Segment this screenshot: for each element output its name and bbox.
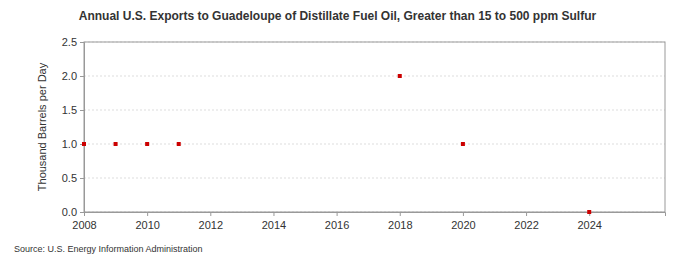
x-tick-label: 2020 xyxy=(451,219,475,231)
x-axis-line xyxy=(85,213,666,217)
y-tick-mark xyxy=(80,178,84,179)
x-tick: 2022 xyxy=(514,212,538,231)
y-tick-mark xyxy=(80,212,84,213)
grid-line xyxy=(84,144,665,145)
point xyxy=(461,142,465,146)
x-tick-mark xyxy=(337,212,338,216)
point xyxy=(82,142,86,146)
y-tick-mark xyxy=(80,42,84,43)
y-tick-label: 0.5 xyxy=(62,172,77,184)
y-axis: 0.0 0.5 1.0 1.5 2.0 2.5 xyxy=(62,36,85,218)
x-tick-mark xyxy=(400,212,401,216)
y-tick: 0.5 xyxy=(62,172,84,184)
x-axis: 2008 2010 2012 2014 2016 2018 2020 2022 2024 xyxy=(72,212,665,231)
point xyxy=(114,142,118,146)
x-tick-label: 2016 xyxy=(325,219,349,231)
y-tick-mark xyxy=(80,76,84,77)
x-tick-mark xyxy=(463,212,464,216)
x-tick-label: 2012 xyxy=(199,219,223,231)
grid xyxy=(84,42,665,212)
y-axis-line xyxy=(80,43,85,213)
x-tick-mark xyxy=(273,212,274,216)
point xyxy=(177,142,181,146)
grid-line xyxy=(84,76,665,77)
x-tick-mark xyxy=(526,212,527,216)
x-tick: 2024 xyxy=(577,212,601,231)
y-tick-label: 1.0 xyxy=(62,138,77,150)
y-tick: 0.0 xyxy=(62,206,84,218)
chart: 2008201020122014201620182020202220240.00… xyxy=(0,0,675,275)
grid-line xyxy=(84,178,665,179)
points xyxy=(82,74,591,214)
y-tick-label: 0.0 xyxy=(62,206,77,218)
x-tick: 2018 xyxy=(388,212,412,231)
x-tick-label: 2010 xyxy=(135,219,159,231)
x-tick-label: 2022 xyxy=(514,219,538,231)
title: Annual U.S. Exports to Guadeloupe of Dis… xyxy=(79,9,597,23)
x-tick: 2010 xyxy=(135,212,159,231)
y-tick: 1.0 xyxy=(62,138,84,150)
source-note: Source: U.S. Energy Information Administ… xyxy=(14,244,203,254)
y-tick-mark xyxy=(80,110,84,111)
y-tick-label: 1.5 xyxy=(62,104,77,116)
point xyxy=(587,210,591,214)
x-tick: 2012 xyxy=(199,212,223,231)
x-tick-mark xyxy=(147,212,148,216)
y-axis-title: Thousand Barrels per Day xyxy=(36,62,48,191)
y-tick: 2.5 xyxy=(62,36,84,48)
x-tick-label: 2008 xyxy=(72,219,96,231)
x-tick: 2014 xyxy=(262,212,286,231)
x-tick-label: 2018 xyxy=(388,219,412,231)
y-tick-label: 2.5 xyxy=(62,36,77,48)
y-tick: 2.0 xyxy=(62,70,84,82)
point xyxy=(145,142,149,146)
x-tick-label: 2014 xyxy=(262,219,286,231)
point xyxy=(398,74,402,78)
x-tick: 2016 xyxy=(325,212,349,231)
x-tick-mark xyxy=(210,212,211,216)
y-tick-label: 2.0 xyxy=(62,70,77,82)
grid-line xyxy=(84,110,665,111)
y-tick: 1.5 xyxy=(62,104,84,116)
background xyxy=(0,0,675,275)
plot-frame xyxy=(84,42,665,212)
x-tick-label: 2024 xyxy=(577,219,601,231)
x-tick: 2020 xyxy=(451,212,475,231)
